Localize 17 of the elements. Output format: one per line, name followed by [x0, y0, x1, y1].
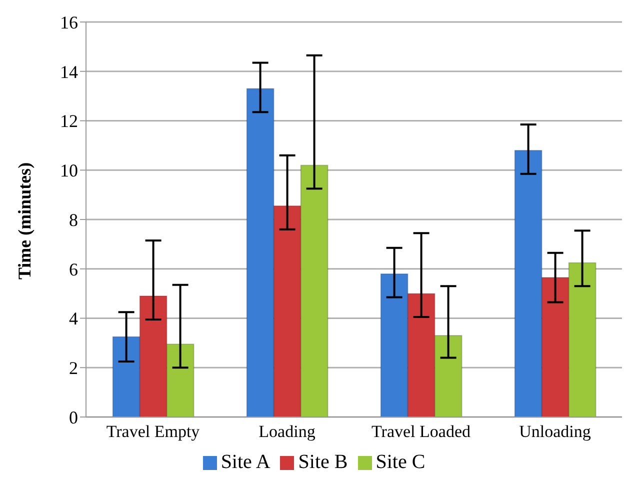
y-tick-label: 4	[69, 308, 78, 329]
x-tick-label: Travel Empty	[106, 422, 200, 442]
x-tick-label: Loading	[258, 422, 316, 442]
y-tick-label: 12	[60, 111, 78, 132]
y-tick-label: 2	[69, 358, 78, 378]
legend-label: Site B	[298, 451, 348, 473]
x-tick-label: Unloading	[519, 422, 592, 442]
y-tick-label: 8	[69, 210, 78, 230]
y-axis-title: Time (minutes)	[14, 162, 34, 280]
x-tick-label: Travel Loaded	[372, 422, 471, 442]
y-tick-label: 0	[69, 407, 78, 428]
legend-label: Site C	[376, 451, 426, 473]
y-tick-label: 14	[60, 62, 78, 82]
y-tick-label: 16	[60, 12, 78, 32]
legend-label: Site A	[220, 451, 270, 473]
y-tick-label: 6	[69, 259, 78, 280]
y-tick-label: 10	[60, 160, 78, 181]
